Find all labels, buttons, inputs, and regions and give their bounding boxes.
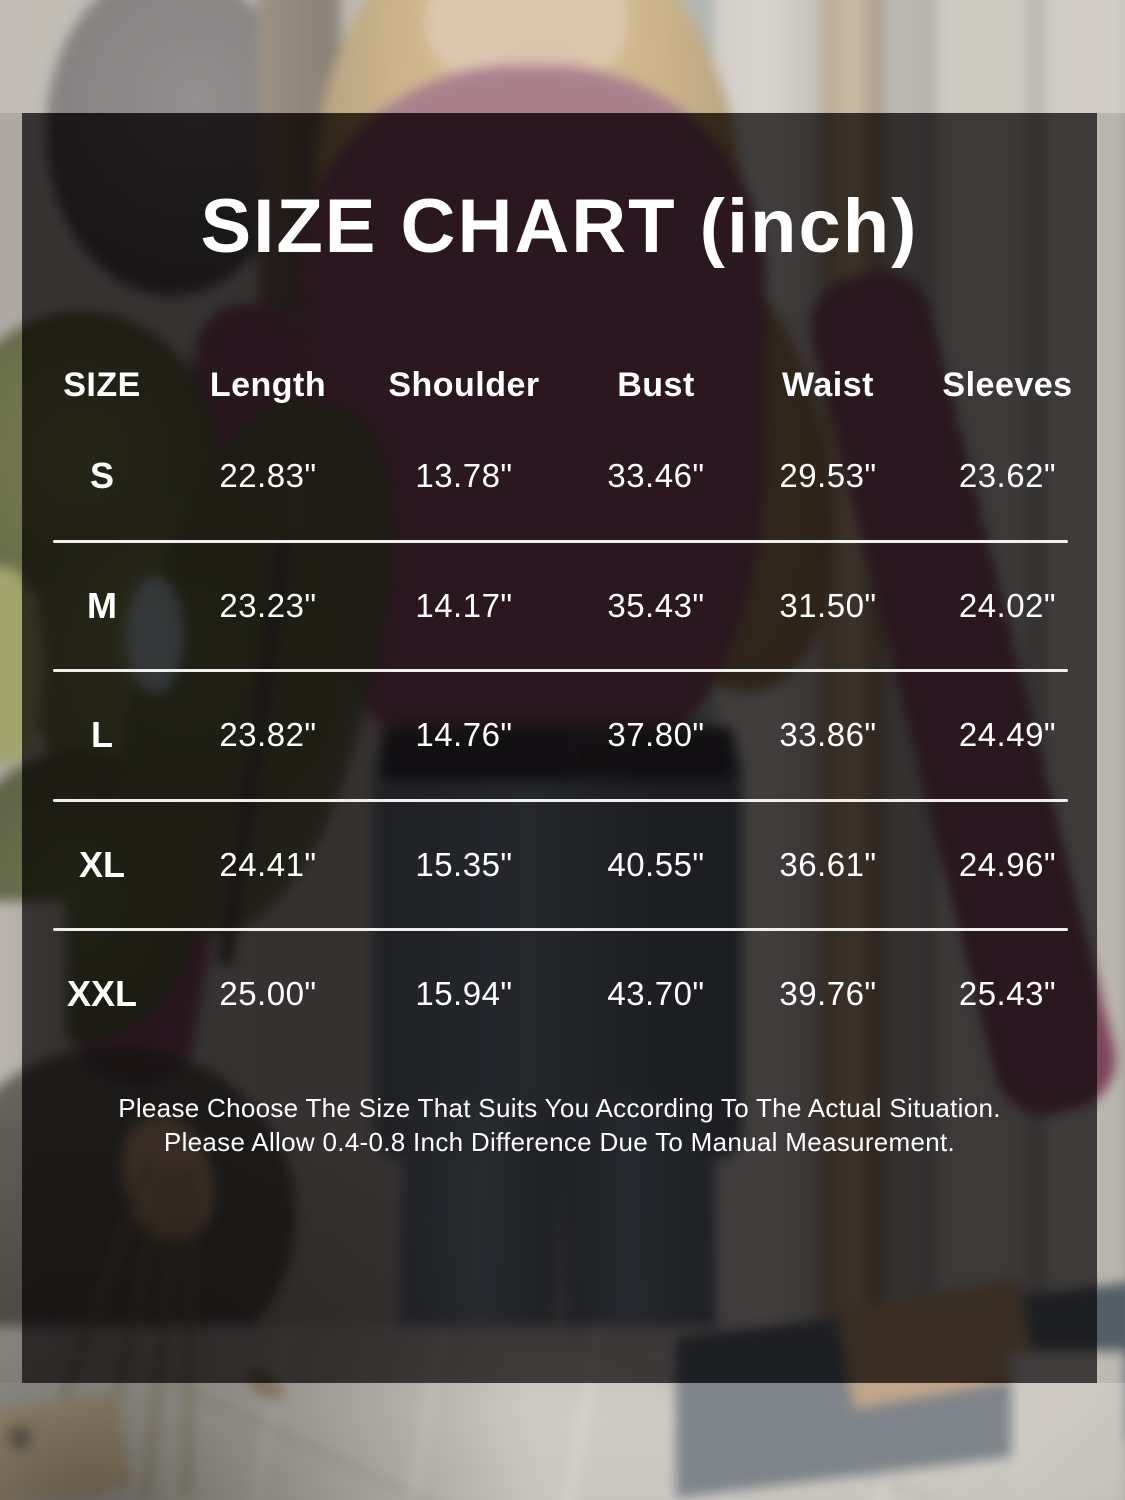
size-label: L [91, 714, 113, 756]
size-chart-panel: SIZE CHART (inch) SIZE Length Shoulder Bust… [22, 113, 1097, 1383]
size-chart-footer: Please Choose The Size That Suits You Ac… [22, 1091, 1097, 1159]
header-sleeves: Sleeves [942, 365, 1073, 404]
measurement-value: 23.82" [219, 716, 317, 754]
measurement-value: 24.49" [958, 716, 1057, 754]
size-label: XL [78, 843, 125, 885]
header-waist: Waist [782, 365, 874, 404]
table-row-m: M 23.23" 14.17" 35.43" 31.50" 24.02" [22, 543, 1097, 670]
measurement-value: 37.80" [607, 716, 705, 754]
measurement-value: 25.43" [958, 975, 1057, 1013]
row-divider [53, 669, 1068, 672]
row-divider [53, 798, 1068, 802]
table-row-xxl: XXL 25.00" 15.94" 43.70" 39.76" 25.43" [22, 931, 1097, 1058]
header-shoulder: Shoulder [388, 365, 540, 404]
size-table: SIZE Length Shoulder Bust Waist Sleeves S 22.83… [22, 357, 1097, 1058]
size-chart-title: SIZE CHART (inch) [200, 184, 919, 269]
measurement-value: 36.61" [779, 845, 877, 883]
row-divider [53, 539, 1068, 543]
table-header-row: SIZE Length Shoulder Bust Waist Sleeves [22, 357, 1097, 413]
measurement-value: 14.76" [415, 716, 513, 754]
header-bust: Bust [617, 365, 695, 404]
measurement-value: 24.41" [219, 845, 317, 883]
measurement-value: 15.35" [415, 845, 513, 883]
size-label: XXL [66, 973, 137, 1015]
measurement-value: 33.46" [607, 457, 705, 495]
header-length: Length [209, 365, 327, 404]
header-size: SIZE [63, 365, 141, 404]
size-label: S [89, 455, 114, 497]
measurement-value: 22.83" [219, 457, 317, 495]
table-row-s: S 22.83" 13.78" 33.46" 29.53" 23.62" [22, 413, 1097, 540]
bag-grommet [6, 1424, 34, 1452]
measurement-value: 14.17" [415, 586, 513, 624]
measurement-value: 23.23" [219, 586, 317, 624]
measurement-value: 31.50" [779, 586, 877, 624]
measurement-value: 33.86" [779, 716, 877, 754]
table-row-xl: XL 24.41" 15.35" 40.55" 36.61" 24.96" [22, 802, 1097, 929]
measurement-value: 25.00" [219, 975, 317, 1013]
footer-line-2: Please Allow 0.4-0.8 Inch Difference Due… [163, 1127, 956, 1157]
measurement-value: 29.53" [779, 457, 877, 495]
measurement-value: 39.76" [779, 975, 877, 1013]
measurement-value: 24.96" [958, 845, 1057, 883]
measurement-value: 13.78" [415, 457, 513, 495]
measurement-value: 35.43" [607, 586, 705, 624]
table-row-l: L 23.82" 14.76" 37.80" 33.86" 24.49" [22, 672, 1097, 799]
measurement-value: 23.62" [958, 457, 1057, 495]
measurement-value: 15.94" [415, 975, 513, 1013]
row-divider [53, 928, 1068, 931]
measurement-value: 24.02" [958, 586, 1057, 624]
footer-line-1: Please Choose The Size That Suits You Ac… [118, 1093, 1001, 1123]
size-label: M [87, 584, 117, 626]
measurement-value: 43.70" [607, 975, 705, 1013]
measurement-value: 40.55" [607, 845, 705, 883]
